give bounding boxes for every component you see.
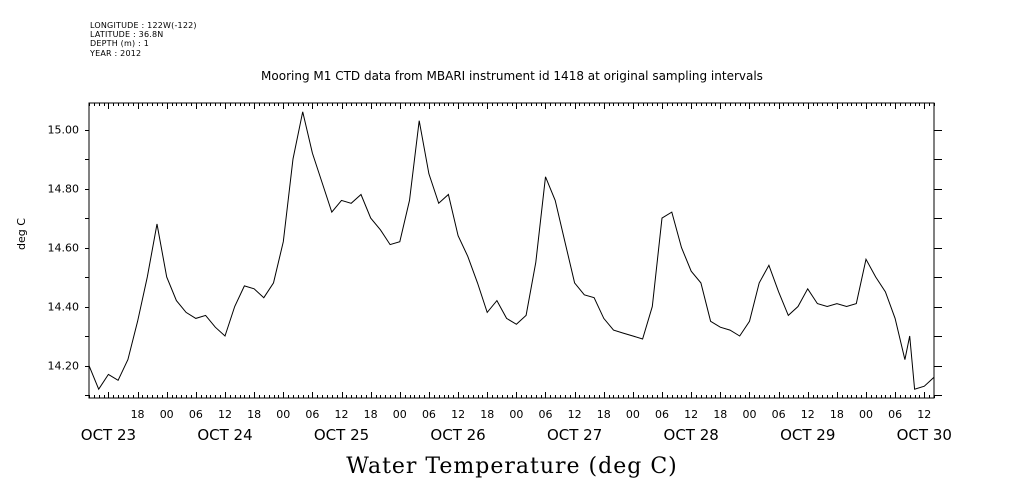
plot-frame — [88, 102, 935, 399]
tick-labels: 18 00 06 12 18 00 06 12 18 00 06 12 18 00 06 12 18 00 06 12… — [48, 124, 952, 444]
x-hour-tick-label: 06 — [305, 408, 319, 421]
x-hour-tick-label: 18 — [364, 408, 378, 421]
x-axis-label: Water Temperature (deg C) — [346, 454, 678, 479]
x-hour-tick-label: 00 — [509, 408, 523, 421]
x-day-label: OCT 25 — [314, 426, 369, 444]
x-day-label: OCT 29 — [780, 426, 835, 444]
y-tick-label: 15.00 — [48, 124, 80, 137]
x-hour-tick-label: 12 — [451, 408, 465, 421]
x-hour-tick-label: 00 — [626, 408, 640, 421]
x-hour-tick-label: 06 — [655, 408, 669, 421]
x-hour-tick-label: 18 — [713, 408, 727, 421]
chart-title: Mooring M1 CTD data from MBARI instrumen… — [261, 69, 763, 83]
x-day-label: OCT 27 — [547, 426, 602, 444]
x-hour-tick-label: 06 — [772, 408, 786, 421]
x-hour-tick-label: 12 — [335, 408, 349, 421]
y-tick-label: 14.80 — [48, 183, 80, 196]
x-hour-tick-label: 18 — [830, 408, 844, 421]
x-day-label: OCT 24 — [197, 426, 252, 444]
latitude-text: LATITUDE : 36.8N — [90, 30, 164, 39]
x-hour-tick-label: 12 — [801, 408, 815, 421]
x-hour-tick-label: 12 — [568, 408, 582, 421]
x-hour-tick-label: 12 — [684, 408, 698, 421]
x-hour-tick-label: 06 — [422, 408, 436, 421]
x-day-label: OCT 26 — [430, 426, 485, 444]
x-hour-tick-label: 06 — [888, 408, 902, 421]
x-hour-tick-label: 00 — [276, 408, 290, 421]
x-hour-tick-label: 18 — [597, 408, 611, 421]
x-hour-tick-label: 00 — [742, 408, 756, 421]
year-text: YEAR : 2012 — [90, 49, 142, 58]
x-hour-tick-label: 00 — [160, 408, 174, 421]
x-hour-tick-label: 06 — [538, 408, 552, 421]
x-hour-tick-label: 18 — [480, 408, 494, 421]
x-day-label: OCT 28 — [664, 426, 719, 444]
x-hour-tick-label: 00 — [393, 408, 407, 421]
x-hour-tick-label: 06 — [189, 408, 203, 421]
x-day-label: OCT 23 — [81, 426, 136, 444]
y-tick-label: 14.20 — [48, 360, 80, 373]
y-tick-label: 14.40 — [48, 301, 80, 314]
longitude-text: LONGITUDE : 122W(-122) — [90, 21, 197, 30]
tick-marks — [85, 103, 942, 398]
x-day-label: OCT 30 — [897, 426, 952, 444]
x-hour-tick-label: 12 — [917, 408, 931, 421]
y-tick-label: 14.60 — [48, 242, 80, 255]
temperature-series-line — [88, 111, 935, 391]
x-hour-tick-label: 18 — [131, 408, 145, 421]
x-hour-tick-label: 18 — [247, 408, 261, 421]
x-hour-tick-label: 00 — [859, 408, 873, 421]
x-hour-tick-label: 12 — [218, 408, 232, 421]
depth-text: DEPTH (m) : 1 — [90, 39, 149, 48]
